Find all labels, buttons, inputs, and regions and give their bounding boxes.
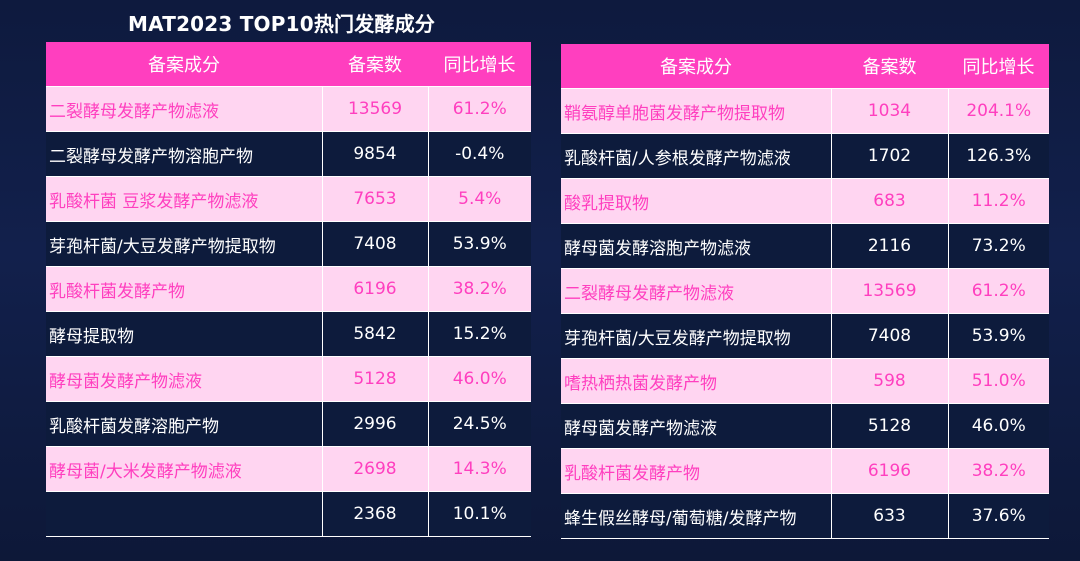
right-ingredient-table: 备案成分 备案数 同比增长 鞘氨醇单胞菌发酵产物提取物 1034 204.1% … (561, 44, 1049, 539)
ingredient-name: 酵母菌发酵产物滤液 (46, 356, 323, 402)
ingredient-name: 乳酸杆菌发酵溶胞产物 (46, 401, 323, 447)
page-title: MAT2023 TOP10热门发酵成分 (128, 12, 436, 36)
ingredient-name: 二裂酵母发酵产物滤液 (46, 86, 323, 132)
yoy-growth: 37.6% (948, 493, 1049, 539)
yoy-growth: 5.4% (428, 176, 531, 222)
table-row: 酵母菌/大米发酵产物滤液 2698 14.3% (46, 446, 531, 492)
yoy-growth: 38.2% (948, 448, 1049, 494)
column-header-ingredient: 备案成分 (561, 44, 831, 89)
record-count: 9854 (322, 131, 429, 177)
table-row: 乳酸杆菌 豆浆发酵产物滤液 7653 5.4% (46, 176, 531, 222)
record-count: 2996 (322, 401, 429, 447)
table-row: 二裂酵母发酵产物滤液 13569 61.2% (46, 86, 531, 132)
table-row: 嗜热栖热菌发酵产物 598 51.0% (561, 358, 1049, 404)
yoy-growth: 24.5% (428, 401, 531, 447)
column-header-count: 备案数 (831, 44, 948, 89)
record-count: 7653 (322, 176, 429, 222)
table-row: 蜂生假丝酵母/葡萄糖/发酵产物 633 37.6% (561, 493, 1049, 539)
table-row: 酸乳提取物 683 11.2% (561, 178, 1049, 224)
ingredient-name: 二裂酵母发酵产物滤液 (561, 268, 832, 314)
record-count: 633 (831, 493, 949, 539)
yoy-growth: 204.1% (948, 88, 1049, 134)
ingredient-name (46, 491, 323, 537)
record-count: 6196 (322, 266, 429, 312)
ingredient-name: 酵母提取物 (46, 311, 323, 357)
ingredient-name: 酵母菌发酵溶胞产物滤液 (561, 223, 832, 269)
table-row: 二裂酵母发酵产物滤液 13569 61.2% (561, 268, 1049, 314)
yoy-growth: 51.0% (948, 358, 1049, 404)
yoy-growth: -0.4% (428, 131, 531, 177)
table-row: 2368 10.1% (46, 491, 531, 537)
ingredient-name: 酵母菌/大米发酵产物滤液 (46, 446, 323, 492)
table-row: 乳酸杆菌发酵溶胞产物 2996 24.5% (46, 401, 531, 447)
table-row: 酵母提取物 5842 15.2% (46, 311, 531, 357)
yoy-growth: 14.3% (428, 446, 531, 492)
ingredient-name: 鞘氨醇单胞菌发酵产物提取物 (561, 88, 832, 134)
ingredient-name: 芽孢杆菌/大豆发酵产物提取物 (46, 221, 323, 267)
yoy-growth: 38.2% (428, 266, 531, 312)
ingredient-name: 芽孢杆菌/大豆发酵产物提取物 (561, 313, 832, 359)
column-header-count: 备案数 (322, 42, 428, 87)
record-count: 598 (831, 358, 949, 404)
record-count: 2698 (322, 446, 429, 492)
record-count: 13569 (831, 268, 949, 314)
table-header-row: 备案成分 备案数 同比增长 (46, 42, 531, 87)
ingredient-name: 酸乳提取物 (561, 178, 832, 224)
ingredient-name: 乳酸杆菌发酵产物 (46, 266, 323, 312)
yoy-growth: 61.2% (428, 86, 531, 132)
yoy-growth: 61.2% (948, 268, 1049, 314)
yoy-growth: 73.2% (948, 223, 1049, 269)
table-row: 酵母菌发酵溶胞产物滤液 2116 73.2% (561, 223, 1049, 269)
column-header-growth: 同比增长 (948, 44, 1049, 89)
record-count: 2116 (831, 223, 949, 269)
yoy-growth: 15.2% (428, 311, 531, 357)
table-row: 乳酸杆菌发酵产物 6196 38.2% (46, 266, 531, 312)
yoy-growth: 46.0% (948, 403, 1049, 449)
record-count: 13569 (322, 86, 429, 132)
record-count: 7408 (322, 221, 429, 267)
record-count: 683 (831, 178, 949, 224)
table-row: 二裂酵母发酵产物溶胞产物 9854 -0.4% (46, 131, 531, 177)
yoy-growth: 126.3% (948, 133, 1049, 179)
table-row: 乳酸杆菌发酵产物 6196 38.2% (561, 448, 1049, 494)
ingredient-name: 嗜热栖热菌发酵产物 (561, 358, 832, 404)
table-row: 乳酸杆菌/人参根发酵产物滤液 1702 126.3% (561, 133, 1049, 179)
record-count: 7408 (831, 313, 949, 359)
left-ingredient-table: 备案成分 备案数 同比增长 二裂酵母发酵产物滤液 13569 61.2% 二裂酵… (46, 42, 531, 537)
ingredient-name: 二裂酵母发酵产物溶胞产物 (46, 131, 323, 177)
yoy-growth: 11.2% (948, 178, 1049, 224)
yoy-growth: 46.0% (428, 356, 531, 402)
record-count: 5842 (322, 311, 429, 357)
table-row: 鞘氨醇单胞菌发酵产物提取物 1034 204.1% (561, 88, 1049, 134)
yoy-growth: 10.1% (428, 491, 531, 537)
column-header-ingredient: 备案成分 (46, 42, 322, 87)
record-count: 1702 (831, 133, 949, 179)
record-count: 1034 (831, 88, 949, 134)
table-header-row: 备案成分 备案数 同比增长 (561, 44, 1049, 89)
record-count: 5128 (322, 356, 429, 402)
ingredient-name: 乳酸杆菌发酵产物 (561, 448, 832, 494)
record-count: 5128 (831, 403, 949, 449)
ingredient-name: 乳酸杆菌/人参根发酵产物滤液 (561, 133, 832, 179)
ingredient-name: 乳酸杆菌 豆浆发酵产物滤液 (46, 176, 323, 222)
yoy-growth: 53.9% (948, 313, 1049, 359)
table-row: 芽孢杆菌/大豆发酵产物提取物 7408 53.9% (561, 313, 1049, 359)
ingredient-name: 蜂生假丝酵母/葡萄糖/发酵产物 (561, 493, 832, 539)
table-row: 酵母菌发酵产物滤液 5128 46.0% (561, 403, 1049, 449)
column-header-growth: 同比增长 (428, 42, 531, 87)
record-count: 6196 (831, 448, 949, 494)
ingredient-name: 酵母菌发酵产物滤液 (561, 403, 832, 449)
record-count: 2368 (322, 491, 429, 537)
yoy-growth: 53.9% (428, 221, 531, 267)
table-row: 芽孢杆菌/大豆发酵产物提取物 7408 53.9% (46, 221, 531, 267)
table-row: 酵母菌发酵产物滤液 5128 46.0% (46, 356, 531, 402)
